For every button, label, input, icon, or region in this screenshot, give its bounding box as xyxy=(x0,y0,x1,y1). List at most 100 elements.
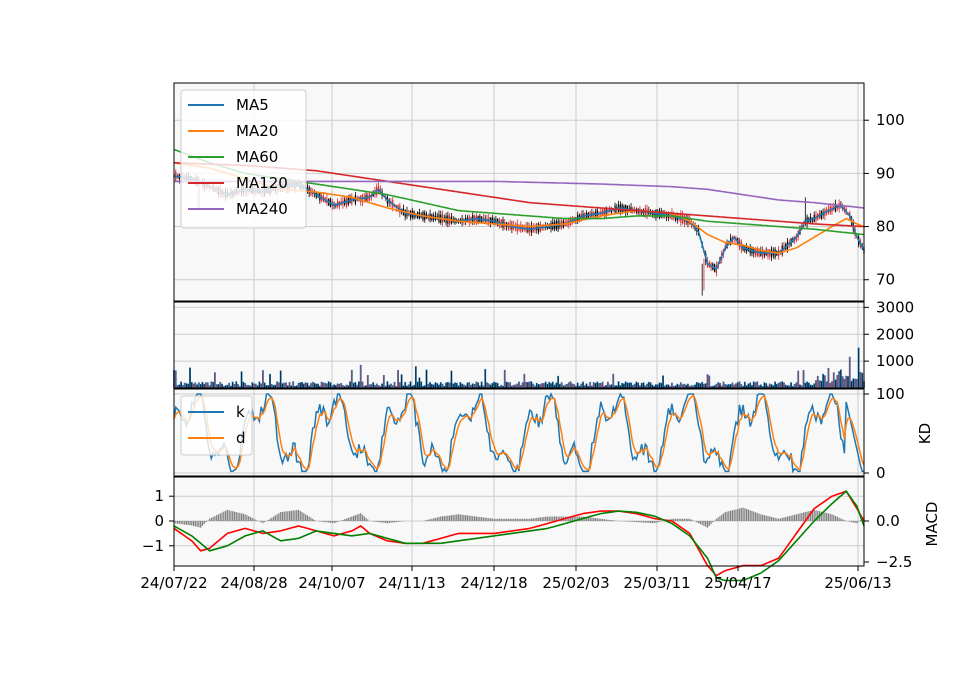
macd-histogram-bar xyxy=(381,521,383,523)
macd-histogram-bar xyxy=(180,521,182,525)
macd-histogram-bar xyxy=(553,516,556,521)
volume-bar xyxy=(317,383,319,389)
price-ytick-label: 70 xyxy=(876,271,895,289)
macd-histogram-bar xyxy=(742,507,744,521)
legend-label-d: d xyxy=(236,429,246,447)
macd-histogram-bar xyxy=(678,518,680,521)
volume-bar xyxy=(199,383,202,389)
macd-histogram-bar xyxy=(200,521,202,528)
volume-bar xyxy=(724,384,727,389)
macd-histogram-bar xyxy=(312,518,314,521)
macd-histogram-bar xyxy=(543,516,545,521)
macd-histogram-bar xyxy=(781,517,783,521)
volume-bar xyxy=(528,381,531,389)
legend-label-ma20: MA20 xyxy=(236,122,278,140)
volume-bar xyxy=(859,371,862,389)
volume-bar xyxy=(487,383,490,389)
volume-bar xyxy=(285,382,287,389)
volume-bar xyxy=(279,370,282,389)
macd-histogram-bar xyxy=(733,509,735,521)
macd-histogram-bar xyxy=(221,512,223,521)
volume-bar xyxy=(203,383,206,389)
volume-bar xyxy=(847,376,849,389)
macd-histogram-bar xyxy=(703,521,705,526)
volume-bar xyxy=(623,383,625,389)
volume-bar xyxy=(537,384,540,389)
macd-histogram-bar xyxy=(310,517,312,521)
volume-bar xyxy=(855,378,858,389)
volume-bar xyxy=(624,381,627,389)
macd-histogram-bar xyxy=(502,518,504,521)
macd-histogram-bar xyxy=(804,512,806,521)
volume-bar xyxy=(704,383,707,389)
volume-bar xyxy=(823,375,826,389)
volume-bar xyxy=(425,369,428,389)
volume-bar xyxy=(434,382,437,389)
macd-histogram-bar xyxy=(680,518,682,521)
macd-histogram-bar xyxy=(465,515,467,521)
volume-bar xyxy=(592,382,595,389)
macd-histogram-bar xyxy=(271,517,273,521)
volume-bar xyxy=(679,382,682,389)
macd-histogram-bar xyxy=(767,516,769,521)
volume-bar xyxy=(839,369,842,389)
volume-bar xyxy=(455,382,458,389)
macd-histogram-bar xyxy=(226,509,228,521)
macd-histogram-bar xyxy=(472,516,474,521)
volume-bar xyxy=(852,378,855,389)
macd-histogram-bar xyxy=(596,518,598,521)
macd-histogram-bar xyxy=(568,516,570,521)
macd-histogram-bar xyxy=(706,521,709,528)
price-legend: MA5 MA20 MA60 MA120 MA240 xyxy=(180,89,307,229)
volume-bar xyxy=(521,382,524,389)
macd-histogram-bar xyxy=(829,513,831,521)
macd-histogram-bar xyxy=(511,518,513,521)
volume-bar xyxy=(381,383,383,389)
macd-histogram-bar xyxy=(274,515,276,521)
volume-bar xyxy=(311,381,314,389)
macd-histogram-bar xyxy=(196,521,198,527)
volume-bar xyxy=(573,384,576,389)
macd-histogram-bar xyxy=(440,516,442,521)
macd-histogram-bar xyxy=(344,519,346,521)
macd-histogram-bar xyxy=(399,521,401,522)
macd-histogram-bar xyxy=(858,521,860,522)
macd-histogram-bar xyxy=(824,512,826,521)
macd-histogram-bar xyxy=(632,521,634,522)
macd-histogram-bar xyxy=(272,516,275,521)
volume-bar xyxy=(781,381,784,389)
macd-histogram-bar xyxy=(313,519,316,521)
macd-histogram-bar xyxy=(785,516,787,521)
volume-bar xyxy=(217,384,220,389)
volume-bar xyxy=(473,384,476,389)
volume-bar xyxy=(526,382,529,389)
volume-bar xyxy=(658,382,661,389)
volume-bar xyxy=(313,382,316,389)
volume-bar xyxy=(683,383,686,389)
macd-histogram-bar xyxy=(498,518,501,521)
macd-histogram-bar xyxy=(559,516,561,521)
macd-histogram-bar xyxy=(260,521,262,523)
volume-bar xyxy=(254,383,257,389)
macd-histogram-bar xyxy=(242,513,244,521)
volume-bar xyxy=(370,384,373,389)
volume-bar xyxy=(829,382,832,389)
macd-histogram-bar xyxy=(681,518,684,521)
volume-bar xyxy=(523,373,526,389)
macd-histogram-bar xyxy=(358,513,360,521)
macd-histogram-bar xyxy=(746,508,748,521)
volume-bar xyxy=(187,383,190,389)
x-tick-label: 24/08/28 xyxy=(220,574,287,592)
macd-histogram-bar xyxy=(726,511,728,521)
macd-histogram-bar xyxy=(594,518,597,521)
macd-histogram-bar xyxy=(212,516,214,521)
macd-histogram-bar xyxy=(178,521,180,524)
macd-histogram-bar xyxy=(831,514,833,521)
volume-bar xyxy=(518,381,520,389)
macd-histogram-bar xyxy=(360,513,362,521)
macd-histogram-bar xyxy=(573,516,575,521)
volume-bar xyxy=(743,381,746,389)
volume-bar xyxy=(201,381,204,389)
macd-histogram-bar xyxy=(292,510,294,521)
kd-panel-background xyxy=(174,389,864,476)
